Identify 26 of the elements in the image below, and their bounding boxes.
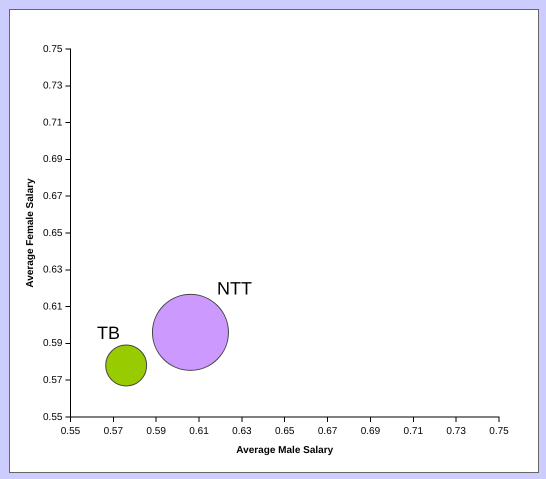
x-tick-label: 0.65	[274, 426, 295, 437]
y-tick-label: 0.73	[42, 80, 63, 92]
y-tick-label: 0.55	[42, 412, 63, 423]
x-tick-label: 0.75	[489, 426, 510, 437]
y-tick-label: 0.63	[42, 264, 63, 276]
x-tick-label: 0.55	[60, 426, 81, 437]
y-tick-label: 0.67	[42, 190, 63, 202]
y-axis-title: Average Female Salary	[24, 178, 36, 288]
x-tick-label: 0.59	[146, 426, 166, 437]
x-tick-label: 0.71	[404, 426, 424, 437]
x-axis-title: Average Male Salary	[236, 444, 334, 456]
x-tick-label: 0.57	[104, 426, 124, 437]
series-label: TB	[97, 322, 120, 343]
x-tick-label: 0.73	[446, 426, 466, 437]
y-tick-label: 0.75	[42, 44, 63, 55]
x-tick-label: 0.69	[360, 426, 381, 437]
x-tick-label: 0.67	[318, 426, 338, 437]
y-tick-label: 0.71	[42, 117, 63, 128]
y-tick-label: 0.59	[42, 338, 63, 350]
y-tick-label: 0.69	[42, 154, 63, 166]
series-label: NTT	[217, 278, 252, 298]
y-tick-label: 0.61	[42, 301, 63, 312]
y-tick-label: 0.65	[42, 228, 63, 239]
x-tick-label: 0.61	[189, 426, 210, 437]
y-tick-label: 0.57	[42, 374, 63, 386]
x-tick-label: 0.63	[232, 426, 252, 437]
